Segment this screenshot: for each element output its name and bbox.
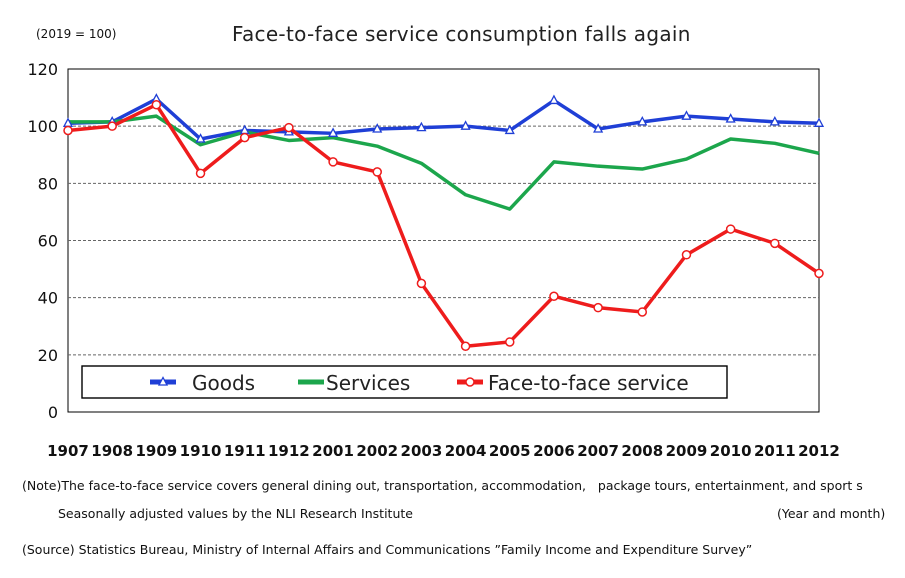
data-point-face-to-face-service bbox=[416, 278, 427, 289]
x-tick-label: 2006 bbox=[533, 442, 575, 460]
data-point-face-to-face-service bbox=[63, 125, 73, 136]
data-point-face-to-face-service bbox=[725, 224, 736, 234]
data-point-goods bbox=[416, 121, 427, 132]
x-tick-label: 2004 bbox=[445, 442, 487, 460]
data-point-face-to-face-service bbox=[107, 121, 117, 131]
data-point-goods bbox=[460, 120, 471, 130]
x-tick-label: 2005 bbox=[489, 442, 531, 460]
data-point-face-to-face-service bbox=[637, 307, 648, 317]
data-point-goods bbox=[813, 117, 825, 127]
data-point-face-to-face-service bbox=[505, 337, 515, 347]
data-point-face-to-face-service bbox=[372, 167, 382, 177]
data-point-face-to-face-service bbox=[681, 250, 692, 260]
x-tick-label: 1909 bbox=[135, 442, 177, 460]
data-point-goods bbox=[327, 127, 339, 137]
y-tick-label: 80 bbox=[38, 174, 58, 193]
x-tick-label: 1912 bbox=[268, 442, 310, 460]
data-point-goods bbox=[725, 113, 736, 123]
y-tick-label: 100 bbox=[27, 117, 58, 136]
x-unit-label: (Year and month) bbox=[777, 506, 886, 521]
x-tick-label: 1907 bbox=[47, 442, 89, 460]
data-point-goods bbox=[593, 123, 604, 133]
y-tick-label: 0 bbox=[48, 403, 58, 422]
x-tick-label: 2002 bbox=[356, 442, 398, 460]
y-unit-label: (2019 = 100) bbox=[36, 27, 117, 41]
x-tick-label: 2011 bbox=[754, 442, 796, 460]
legend-label-goods: Goods bbox=[192, 371, 255, 395]
series-line-face-to-face-service bbox=[67, 102, 820, 349]
y-tick-label: 20 bbox=[38, 346, 58, 365]
series-line-goods bbox=[67, 97, 820, 141]
legend-box bbox=[81, 365, 728, 399]
y-tick-label: 40 bbox=[38, 289, 58, 308]
data-point-face-to-face-service bbox=[239, 132, 250, 143]
data-point-face-to-face-service bbox=[151, 99, 162, 110]
x-tick-label: 2010 bbox=[710, 442, 752, 460]
legend-label-face-to-face-service: Face-to-face service bbox=[488, 371, 689, 395]
legend-marker-goods bbox=[157, 376, 169, 386]
source-note: (Source) Statistics Bureau, Ministry of … bbox=[22, 542, 753, 557]
x-tick-label: 2001 bbox=[312, 442, 354, 460]
chart-title: Face-to-face service consumption falls a… bbox=[232, 22, 691, 46]
data-point-face-to-face-service bbox=[770, 238, 780, 249]
x-tick-label: 2012 bbox=[798, 442, 840, 460]
x-tick-label: 1908 bbox=[91, 442, 133, 460]
data-point-face-to-face-service bbox=[328, 157, 338, 167]
line-chart: 0 20 40 60 80 100 120 1907 1908 1909 1910 1911 1912… bbox=[27, 60, 840, 460]
legend-label-services: Services bbox=[326, 371, 410, 395]
legend: Goods Services Face-to-face service bbox=[81, 365, 728, 399]
x-tick-label: 1911 bbox=[224, 442, 266, 460]
data-point-goods bbox=[769, 115, 780, 126]
data-point-goods bbox=[504, 124, 515, 135]
data-point-goods bbox=[372, 123, 383, 133]
data-point-goods bbox=[681, 110, 692, 120]
x-tick-label: 2003 bbox=[401, 442, 443, 460]
data-point-goods bbox=[548, 94, 560, 105]
data-point-face-to-face-service bbox=[195, 168, 206, 179]
note-line-1: (Note)The face-to-face service covers ge… bbox=[22, 478, 863, 493]
x-tick-label: 2009 bbox=[666, 442, 708, 460]
y-tick-label: 60 bbox=[38, 232, 58, 251]
x-tick-label: 1910 bbox=[180, 442, 222, 460]
data-point-face-to-face-service bbox=[593, 302, 603, 313]
y-tick-label: 120 bbox=[27, 60, 58, 79]
legend-marker-face-to-face-service bbox=[465, 377, 475, 387]
series-line-services bbox=[68, 114, 820, 211]
data-point-goods bbox=[195, 133, 206, 143]
data-point-face-to-face-service bbox=[814, 268, 824, 279]
data-point-face-to-face-service bbox=[284, 122, 294, 133]
data-point-face-to-face-service bbox=[549, 291, 559, 301]
note-line-2: Seasonally adjusted values by the NLI Re… bbox=[58, 506, 413, 521]
data-point-face-to-face-service bbox=[460, 341, 471, 352]
x-tick-label: 2007 bbox=[577, 442, 619, 460]
data-point-goods bbox=[637, 115, 648, 126]
x-tick-label: 2008 bbox=[621, 442, 663, 460]
